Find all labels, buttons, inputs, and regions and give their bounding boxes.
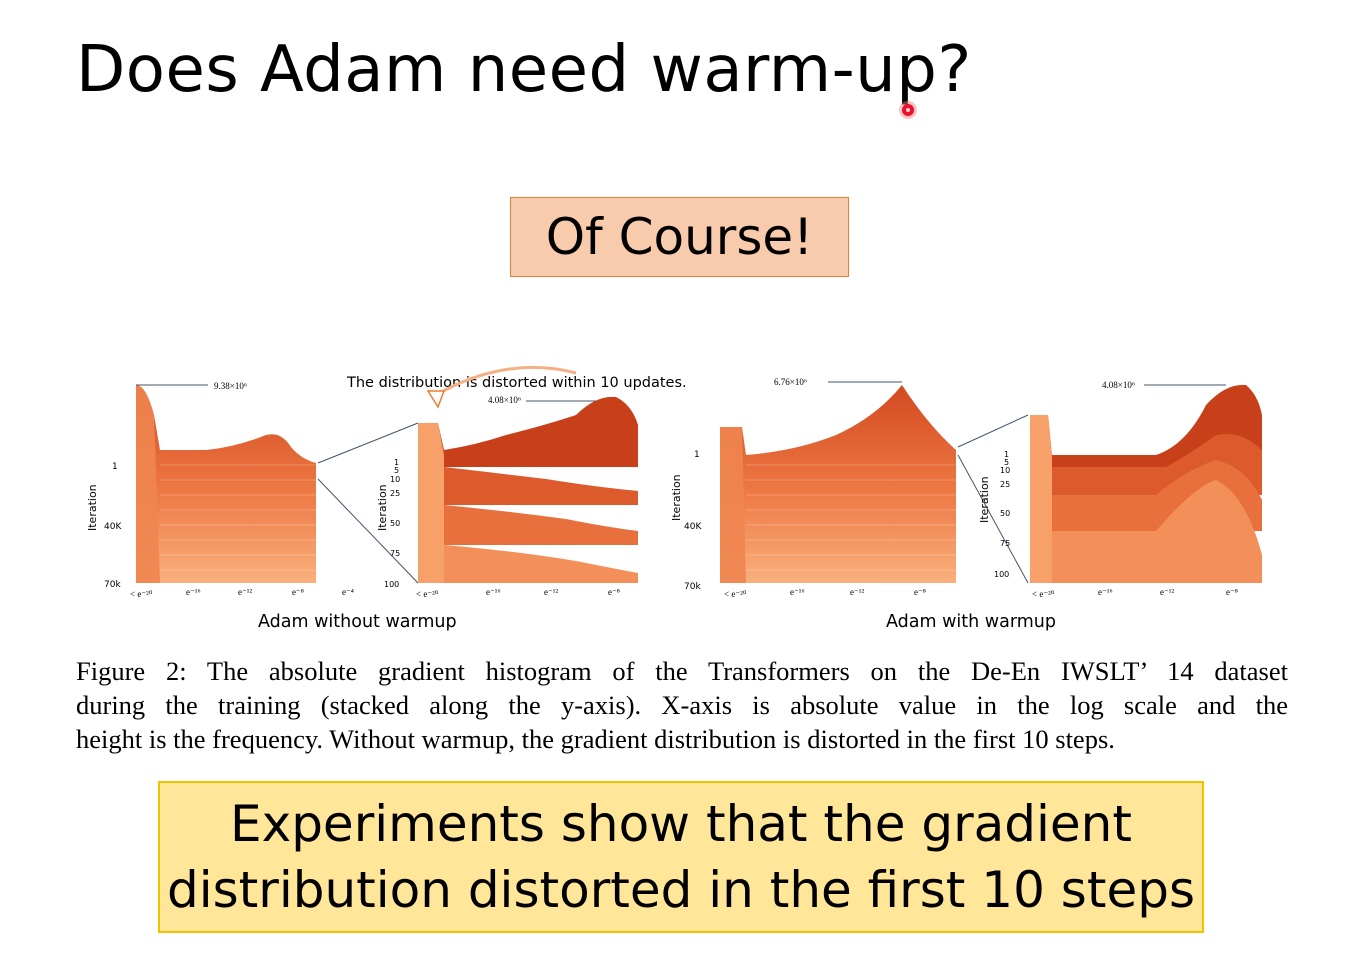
distortion-annotation: The distribution is distorted within 10 …	[346, 375, 687, 391]
panel2-zoom-connector	[957, 454, 1029, 584]
panel1-zoom-y-tick: 1	[394, 458, 399, 467]
panel1-zoom-band	[418, 505, 638, 583]
distortion-arrowhead-icon	[426, 390, 446, 409]
panel1-main-y-tick: 70k	[104, 580, 121, 590]
panel2-main-stack-lines	[746, 464, 956, 571]
caption-line: Figure 2: The absolute gradient histogra…	[76, 656, 1288, 686]
figure-svg: 9.38×10⁶ Iteration 1 40K 70k < e⁻²⁰ e⁻¹⁶…	[86, 365, 1262, 632]
panel1-zoom-x-tick: e⁻¹²	[544, 587, 558, 597]
panel2-zoom-y-title: Iteration	[978, 476, 991, 523]
panel1-zoom-y-tick: 75	[390, 549, 400, 558]
panel2-main-y-tick: 70k	[684, 582, 701, 592]
distortion-arrow-icon	[435, 365, 577, 397]
panel2-zoom-y-tick: 25	[1000, 480, 1010, 489]
panel2-zoom-peak-label: 4.08×10⁶	[1102, 380, 1135, 390]
panel2-label: Adam with warmup	[886, 612, 1056, 632]
panel1-zoom-connector	[317, 422, 419, 464]
panel2-main-surface	[720, 385, 956, 583]
panel1-main-histogram: 9.38×10⁶ Iteration 1 40K 70k < e⁻²⁰ e⁻¹⁶…	[86, 381, 356, 599]
panel1-zoom-y-tick: 10	[390, 475, 400, 484]
panel2-zoom-connector	[957, 414, 1029, 448]
panel1-zoom-y-title: Iteration	[376, 484, 389, 531]
panel1-main-x-tick: e⁻⁸	[292, 587, 304, 597]
panel1-zoom-band	[418, 545, 638, 583]
panel2-main-histogram: 6.76×10⁶ Iteration 1 40K 70k < e⁻²⁰ e⁻¹⁶…	[670, 377, 956, 599]
panel1-zoom-y-tick: 25	[390, 489, 400, 498]
panel1-zoom-y-tick: 50	[390, 519, 400, 528]
panel1-main-x-tick: e⁻¹⁶	[186, 587, 201, 597]
panel2-zoom-y-tick: 75	[1000, 539, 1010, 548]
panel2-zoom-y-tick: 1	[1004, 450, 1009, 459]
panel1-zoom-x-tick: e⁻⁸	[608, 587, 620, 597]
panel2-main-x-tick: e⁻⁸	[914, 587, 926, 597]
panel2-zoom-x-tick: e⁻¹⁶	[1098, 587, 1113, 597]
panel2-main-x-tick: e⁻¹⁶	[790, 587, 805, 597]
panel2-main-front-ridge	[720, 427, 746, 583]
panel2-zoom-band	[1030, 480, 1262, 583]
panel1-main-y-tick: 40K	[104, 522, 122, 532]
panel2-zoom-band	[1030, 384, 1262, 583]
caption-line: during the training (stacked along the y…	[76, 690, 1288, 720]
panel2-zoom-y-tick: 10	[1000, 466, 1010, 475]
panel1-main-x-tick: e⁻¹²	[238, 587, 252, 597]
figure-caption: Figure 2: The absolute gradient histogra…	[76, 654, 1288, 756]
panel1-main-surface	[136, 385, 316, 583]
panel2-zoom-x-tick: < e⁻²⁰	[1032, 589, 1055, 599]
panel1-zoom-histogram: 4.08×10⁶ Iteration 1 5 10 25 50 75 100 <…	[376, 395, 638, 599]
of-course-callout: Of Course!	[510, 197, 849, 277]
panel1-zoom-connector	[317, 478, 419, 584]
panel1-zoom-y-tick: 100	[384, 580, 399, 589]
panel1-zoom-peak-label: 4.08×10⁶	[488, 395, 521, 405]
panel1-zoom-band	[418, 467, 638, 583]
panel1-main-y-title: Iteration	[86, 484, 99, 531]
panel1-zoom-band	[418, 396, 638, 583]
panel1-zoom-x-tick: e⁻¹⁶	[486, 587, 501, 597]
panel2-zoom-y-tick: 100	[994, 570, 1009, 579]
slide-title: Does Adam need warm-up?	[76, 33, 972, 107]
laser-pointer-icon	[902, 104, 914, 116]
panel1-zoom-y-tick: 5	[394, 466, 399, 475]
panel2-main-y-tick: 1	[694, 450, 700, 460]
panel2-main-y-title: Iteration	[670, 474, 683, 521]
panel1-main-front-ridge	[136, 385, 160, 583]
panel2-zoom-front-ridge	[1030, 415, 1052, 583]
panel1-main-stack-lines	[160, 464, 356, 571]
panel2-zoom-x-tick: e⁻⁸	[1226, 587, 1238, 597]
panel2-main-peak-label: 6.76×10⁶	[774, 377, 807, 387]
callout-text: Of Course!	[545, 208, 814, 266]
panel1-main-peak-label: 9.38×10⁶	[214, 381, 247, 391]
panel2-zoom-y-tick: 5	[1004, 458, 1009, 467]
panel1-zoom-front-ridge	[418, 423, 444, 583]
gradient-histogram-figure: 9.38×10⁶ Iteration 1 40K 70k < e⁻²⁰ e⁻¹⁶…	[76, 355, 1276, 645]
summary-box: Experiments show that the gradient distr…	[158, 781, 1204, 933]
panel2-main-x-tick: e⁻¹²	[850, 587, 864, 597]
panel2-zoom-x-tick: e⁻¹²	[1160, 587, 1174, 597]
panel1-main-x-tick: < e⁻²⁰	[130, 589, 153, 599]
panel1-label: Adam without warmup	[258, 612, 457, 632]
panel1-zoom-x-tick: < e⁻²⁰	[416, 589, 439, 599]
panel2-main-x-tick: < e⁻²⁰	[724, 589, 747, 599]
panel2-zoom-y-tick: 50	[1000, 509, 1010, 518]
panel1-main-x-tick: e⁻⁴	[342, 587, 354, 597]
panel2-zoom-histogram: 4.08×10⁶ Iteration 1 5 10 25 50 75 100 <…	[978, 380, 1262, 599]
summary-line: distribution distorted in the first 10 s…	[166, 861, 1195, 919]
panel2-main-y-tick: 40K	[684, 522, 702, 532]
panel1-main-y-tick: 1	[112, 462, 118, 472]
caption-line: height is the frequency. Without warmup,…	[76, 724, 1115, 754]
summary-line: Experiments show that the gradient	[230, 795, 1132, 853]
